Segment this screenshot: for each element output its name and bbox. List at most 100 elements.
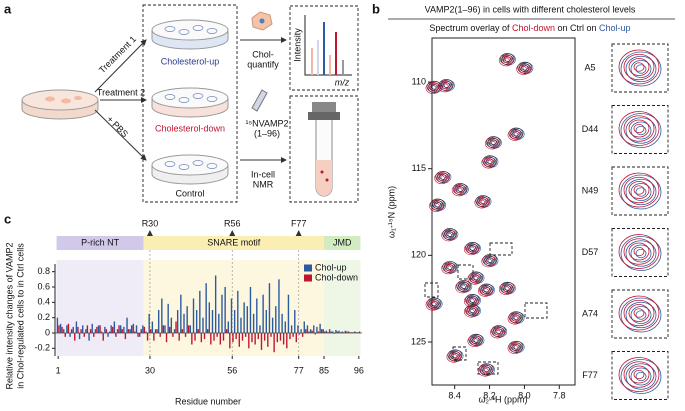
cell bbox=[192, 160, 204, 166]
inset-contour bbox=[628, 58, 650, 76]
cell bbox=[206, 96, 218, 102]
region-label: SNARE motif bbox=[207, 237, 261, 247]
y-tick-label: 115 bbox=[412, 163, 426, 173]
dashed-box bbox=[142, 4, 238, 203]
peak bbox=[498, 53, 516, 67]
contour bbox=[481, 367, 489, 374]
bar bbox=[175, 321, 177, 333]
bar bbox=[197, 329, 199, 333]
contour bbox=[498, 54, 514, 67]
bar bbox=[134, 331, 136, 333]
bar bbox=[301, 333, 304, 337]
peak bbox=[507, 311, 525, 325]
inset-contour bbox=[623, 176, 655, 204]
marker-label: F77 bbox=[291, 218, 307, 228]
contour bbox=[488, 140, 496, 147]
y-tick-label: -0.2 bbox=[34, 343, 50, 353]
bar bbox=[278, 279, 280, 333]
bar bbox=[107, 333, 109, 337]
inset-contour bbox=[625, 55, 657, 83]
peak bbox=[441, 228, 459, 242]
contour bbox=[492, 328, 503, 337]
contour bbox=[508, 340, 524, 353]
bar bbox=[56, 317, 59, 333]
bar bbox=[170, 317, 173, 333]
contour bbox=[468, 333, 484, 346]
contour bbox=[486, 139, 498, 148]
bar bbox=[271, 317, 274, 333]
inset-contour bbox=[630, 244, 652, 263]
bar bbox=[276, 333, 279, 343]
inset-box bbox=[611, 228, 669, 277]
dashed-box bbox=[477, 361, 499, 375]
bar bbox=[309, 329, 312, 333]
bar bbox=[330, 331, 332, 333]
contour bbox=[479, 286, 491, 296]
contour bbox=[500, 284, 512, 294]
bar bbox=[124, 333, 127, 340]
bar bbox=[232, 333, 234, 343]
inset-contour bbox=[635, 310, 647, 320]
panel-a: Treatment 1 Treatment 2 + PBS Cholestero… bbox=[21, 4, 359, 203]
panel-label: a bbox=[4, 1, 12, 16]
contour bbox=[509, 130, 521, 140]
contour bbox=[479, 366, 491, 375]
peak bbox=[467, 271, 485, 285]
dashed-box bbox=[289, 95, 359, 203]
bar bbox=[189, 325, 192, 333]
bar bbox=[248, 333, 250, 349]
contour bbox=[507, 128, 523, 141]
bar bbox=[176, 310, 179, 333]
contour bbox=[508, 311, 524, 324]
dashed-box bbox=[457, 264, 474, 280]
bar bbox=[317, 331, 320, 333]
bar bbox=[225, 329, 228, 333]
contour bbox=[436, 173, 447, 183]
ms-spectrum bbox=[304, 15, 352, 76]
inset-label: N49 bbox=[582, 185, 599, 195]
x-tick-label: 85 bbox=[319, 365, 329, 375]
bar bbox=[70, 329, 73, 333]
contour bbox=[481, 255, 497, 268]
bar bbox=[265, 310, 267, 333]
bar bbox=[183, 313, 185, 333]
bar bbox=[206, 329, 209, 333]
y-tick-label: 0 bbox=[45, 327, 50, 337]
contour bbox=[479, 363, 494, 376]
contour bbox=[502, 286, 510, 292]
contour bbox=[502, 57, 510, 63]
peak bbox=[464, 304, 481, 318]
nmr-tube bbox=[308, 102, 340, 197]
bar bbox=[347, 331, 350, 333]
contour bbox=[485, 159, 493, 166]
inset-contour bbox=[618, 172, 660, 208]
contour bbox=[442, 228, 458, 240]
inset-contour bbox=[628, 365, 650, 384]
bar bbox=[308, 331, 310, 333]
contour bbox=[448, 352, 460, 361]
inset-contour bbox=[635, 125, 647, 136]
bar bbox=[324, 331, 326, 333]
bar bbox=[138, 333, 141, 337]
contour bbox=[430, 198, 445, 211]
bar bbox=[338, 330, 340, 333]
contour bbox=[511, 345, 519, 351]
contour bbox=[465, 304, 480, 317]
contour bbox=[456, 280, 471, 292]
peak bbox=[446, 349, 464, 363]
contour bbox=[483, 257, 495, 266]
bar bbox=[140, 329, 142, 333]
bar bbox=[203, 333, 206, 340]
contour bbox=[464, 305, 479, 318]
bar bbox=[273, 333, 275, 353]
bar bbox=[169, 326, 171, 333]
contour bbox=[511, 315, 519, 322]
bar bbox=[99, 325, 101, 333]
bar bbox=[61, 326, 63, 333]
vial-icon bbox=[251, 89, 268, 112]
inset-contour bbox=[633, 185, 645, 195]
bar bbox=[224, 287, 226, 333]
peak bbox=[474, 195, 492, 209]
contour bbox=[478, 199, 486, 206]
